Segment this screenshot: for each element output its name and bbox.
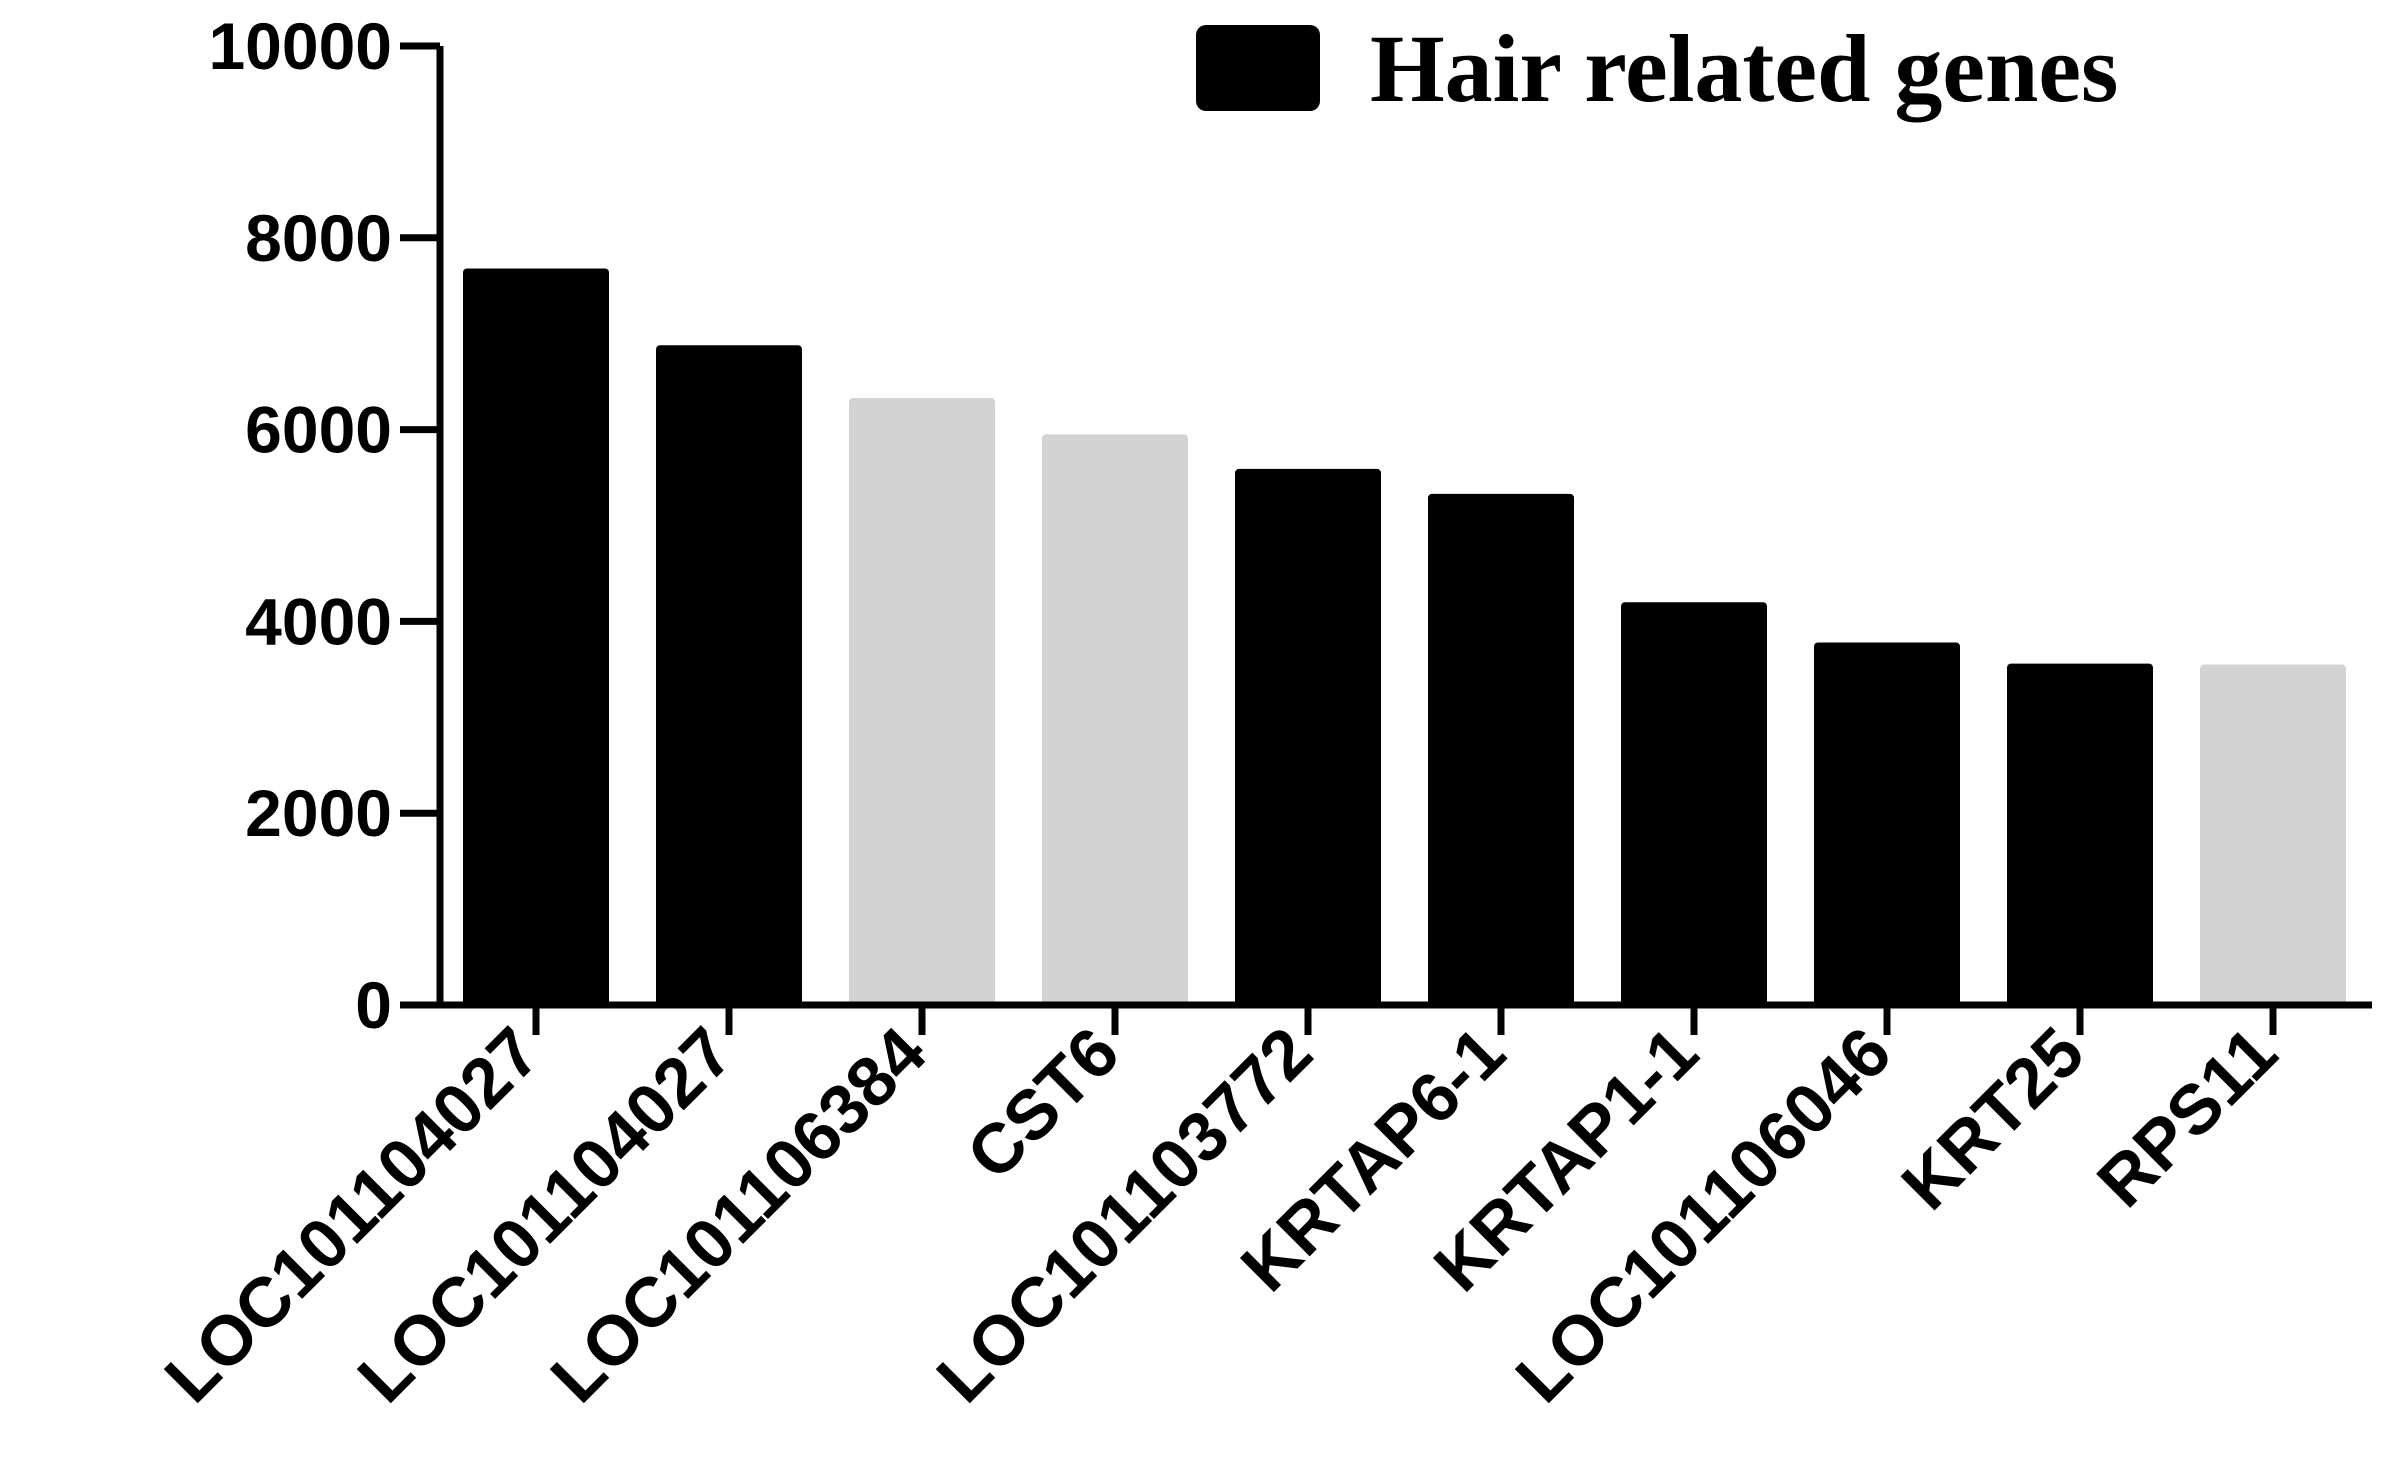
- y-tick-label-8000: 8000: [245, 201, 392, 275]
- x-tick-label-9: KRT25: [1887, 1012, 2099, 1224]
- bar-9: [2007, 663, 2153, 1005]
- y-tick-label-2000: 2000: [245, 776, 392, 850]
- y-tick-label-4000: 4000: [245, 584, 392, 658]
- bar-1: [463, 268, 609, 1005]
- bar-7: [1621, 602, 1767, 1005]
- x-tick-label-4: CST6: [952, 1012, 1134, 1194]
- bar-2: [656, 345, 802, 1005]
- bar-3: [849, 397, 995, 1005]
- bar-6: [1428, 493, 1574, 1005]
- bars-layer: [463, 268, 2346, 1005]
- axes-layer: [400, 42, 2372, 1035]
- bar-10: [2200, 664, 2346, 1005]
- legend-label: Hair related genes: [1370, 15, 2118, 122]
- y-tick-label-0: 0: [355, 968, 392, 1042]
- legend-swatch: [1196, 25, 1320, 111]
- x-tick-label-10: RPS11: [2082, 1012, 2291, 1221]
- bar-5: [1235, 468, 1381, 1005]
- bar-8: [1814, 642, 1960, 1005]
- y-tick-label-10000: 10000: [208, 9, 392, 83]
- legend: Hair related genes: [1196, 15, 2118, 122]
- bar-4: [1042, 434, 1188, 1005]
- y-tick-label-6000: 6000: [245, 393, 392, 467]
